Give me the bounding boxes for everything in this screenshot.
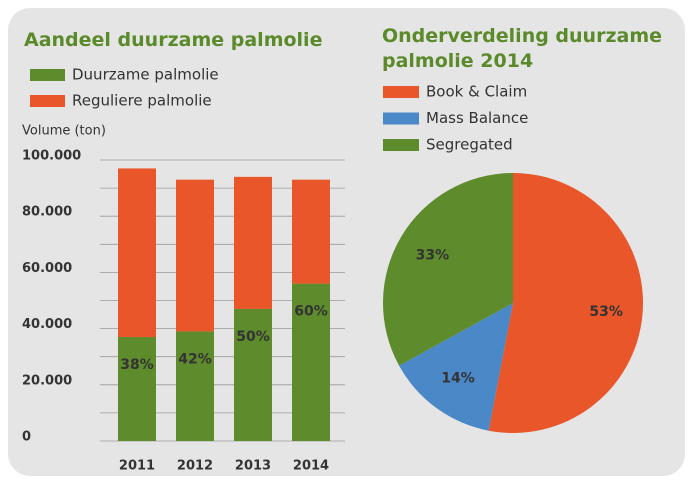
legend-label: Mass Balance xyxy=(426,109,528,127)
slice-label: 53% xyxy=(589,304,623,320)
segment-label: 42% xyxy=(178,351,212,367)
chart-title: Onderverdeling duurzame palmolie 2014 xyxy=(382,25,663,72)
legend-swatch xyxy=(30,69,65,81)
x-tick-label: 2013 xyxy=(235,459,271,474)
bar-segment xyxy=(292,179,330,284)
segment-label: 60% xyxy=(294,304,328,320)
legend-label: Segregated xyxy=(426,136,513,154)
legend-swatch xyxy=(30,95,65,107)
y-tick-label: 100.000 xyxy=(22,149,81,164)
legend-label: Reguliere palmolie xyxy=(72,92,212,110)
y-tick-label: 60.000 xyxy=(22,261,72,276)
y-tick-label: 20.000 xyxy=(22,373,72,388)
x-tick-label: 2012 xyxy=(177,459,213,474)
legend-label: Book & Claim xyxy=(426,83,527,101)
pie-slice xyxy=(488,173,643,433)
bar-segment xyxy=(234,308,272,441)
chart-title: Aandeel duurzame palmolie xyxy=(24,29,323,51)
y-tick-label: 80.000 xyxy=(22,205,72,220)
y-tick-label: 0 xyxy=(22,430,31,445)
pie-slice xyxy=(383,173,513,366)
segment-label: 38% xyxy=(120,357,154,373)
segment-label: 50% xyxy=(236,329,270,345)
bar-segment xyxy=(176,179,214,332)
legend-swatch xyxy=(383,139,419,151)
bar-segment xyxy=(234,176,272,309)
bar-segment xyxy=(292,283,330,441)
legend-swatch xyxy=(383,86,419,98)
legend-swatch xyxy=(383,112,419,125)
y-axis-label: Volume (ton) xyxy=(22,124,106,139)
pie-slice xyxy=(399,303,513,431)
y-tick-label: 40.000 xyxy=(22,317,72,332)
legend-label: Duurzame palmolie xyxy=(72,66,219,84)
bar-segment xyxy=(118,337,156,441)
slice-label: 33% xyxy=(416,247,450,263)
bar-segment xyxy=(176,331,214,441)
bar-segment xyxy=(118,168,156,338)
x-tick-label: 2014 xyxy=(293,459,329,474)
x-tick-label: 2011 xyxy=(119,459,155,474)
slice-label: 14% xyxy=(441,371,475,387)
